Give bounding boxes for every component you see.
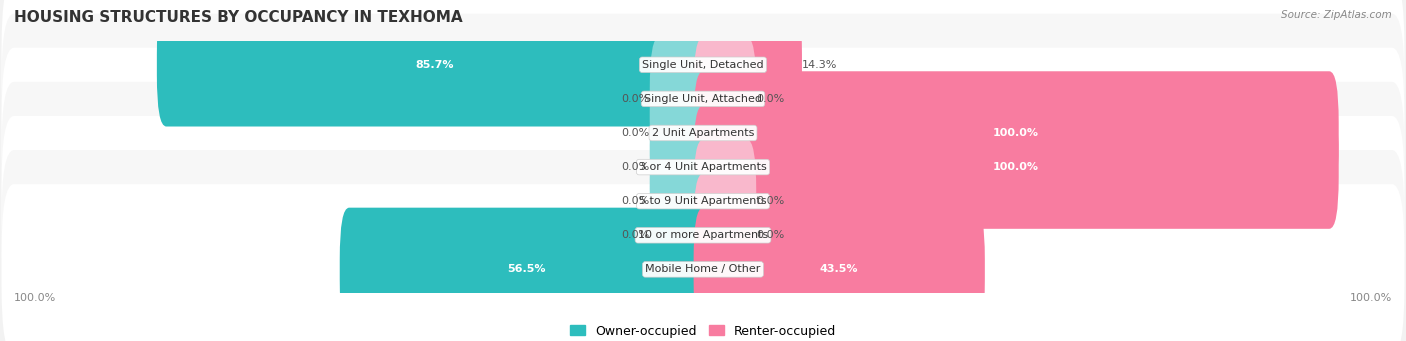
FancyBboxPatch shape bbox=[693, 105, 1339, 229]
Text: 0.0%: 0.0% bbox=[756, 94, 785, 104]
Text: Single Unit, Detached: Single Unit, Detached bbox=[643, 60, 763, 70]
Text: HOUSING STRUCTURES BY OCCUPANCY IN TEXHOMA: HOUSING STRUCTURES BY OCCUPANCY IN TEXHO… bbox=[14, 10, 463, 25]
Text: 100.0%: 100.0% bbox=[14, 293, 56, 303]
FancyBboxPatch shape bbox=[1, 150, 1405, 321]
Text: 14.3%: 14.3% bbox=[801, 60, 838, 70]
Text: Mobile Home / Other: Mobile Home / Other bbox=[645, 264, 761, 275]
FancyBboxPatch shape bbox=[650, 174, 713, 297]
Text: 56.5%: 56.5% bbox=[506, 264, 546, 275]
FancyBboxPatch shape bbox=[340, 208, 713, 331]
Text: 100.0%: 100.0% bbox=[1350, 293, 1392, 303]
Text: 0.0%: 0.0% bbox=[621, 128, 650, 138]
Text: Source: ZipAtlas.com: Source: ZipAtlas.com bbox=[1281, 10, 1392, 20]
FancyBboxPatch shape bbox=[693, 3, 801, 127]
Text: 10 or more Apartments: 10 or more Apartments bbox=[638, 230, 768, 240]
Text: 0.0%: 0.0% bbox=[621, 162, 650, 172]
FancyBboxPatch shape bbox=[650, 37, 713, 161]
FancyBboxPatch shape bbox=[650, 71, 713, 195]
Text: 43.5%: 43.5% bbox=[820, 264, 859, 275]
Text: 85.7%: 85.7% bbox=[415, 60, 454, 70]
Text: 0.0%: 0.0% bbox=[621, 196, 650, 206]
FancyBboxPatch shape bbox=[693, 37, 756, 161]
FancyBboxPatch shape bbox=[1, 48, 1405, 218]
FancyBboxPatch shape bbox=[1, 14, 1405, 184]
Text: 100.0%: 100.0% bbox=[993, 128, 1039, 138]
Text: 0.0%: 0.0% bbox=[756, 196, 785, 206]
Text: 0.0%: 0.0% bbox=[621, 230, 650, 240]
Text: 0.0%: 0.0% bbox=[621, 94, 650, 104]
FancyBboxPatch shape bbox=[157, 3, 713, 127]
Text: 2 Unit Apartments: 2 Unit Apartments bbox=[652, 128, 754, 138]
Legend: Owner-occupied, Renter-occupied: Owner-occupied, Renter-occupied bbox=[565, 320, 841, 341]
Text: 100.0%: 100.0% bbox=[993, 162, 1039, 172]
Text: 3 or 4 Unit Apartments: 3 or 4 Unit Apartments bbox=[640, 162, 766, 172]
FancyBboxPatch shape bbox=[693, 174, 756, 297]
Text: Single Unit, Attached: Single Unit, Attached bbox=[644, 94, 762, 104]
Text: 0.0%: 0.0% bbox=[756, 230, 785, 240]
FancyBboxPatch shape bbox=[650, 139, 713, 263]
FancyBboxPatch shape bbox=[1, 82, 1405, 252]
FancyBboxPatch shape bbox=[693, 139, 756, 263]
Text: 5 to 9 Unit Apartments: 5 to 9 Unit Apartments bbox=[640, 196, 766, 206]
FancyBboxPatch shape bbox=[1, 184, 1405, 341]
FancyBboxPatch shape bbox=[650, 105, 713, 229]
FancyBboxPatch shape bbox=[693, 71, 1339, 195]
FancyBboxPatch shape bbox=[1, 116, 1405, 286]
FancyBboxPatch shape bbox=[693, 208, 984, 331]
FancyBboxPatch shape bbox=[1, 0, 1405, 150]
